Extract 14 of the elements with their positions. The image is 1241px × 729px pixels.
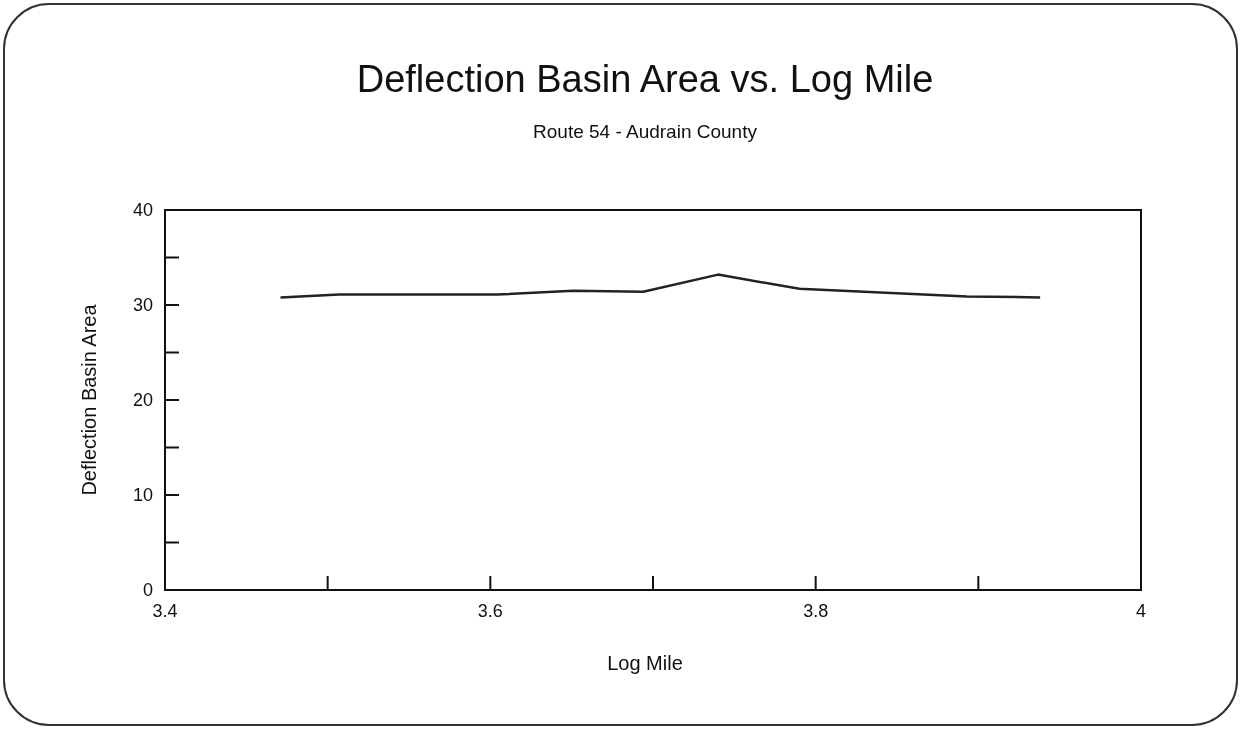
x-tick-label: 3.6 [477, 601, 503, 621]
y-tick-label: 0 [142, 580, 153, 600]
y-tick-label: 40 [132, 200, 153, 220]
x-tick-label: 3.8 [803, 601, 829, 621]
line-series [279, 273, 1042, 299]
y-tick-label: 20 [132, 390, 153, 410]
y-tick-label: 10 [132, 485, 153, 505]
x-tick-label: 4 [1135, 601, 1147, 621]
x-tick-label: 3.4 [152, 601, 178, 621]
x-axis-title: Log Mile [607, 652, 683, 674]
chart-title: Deflection Basin Area vs. Log Mile [356, 58, 934, 100]
y-tick-label: 30 [132, 295, 153, 315]
chart-subtitle: Route 54 - Audrain County [533, 121, 758, 142]
y-axis-title: Deflection Basin Area [78, 303, 100, 496]
